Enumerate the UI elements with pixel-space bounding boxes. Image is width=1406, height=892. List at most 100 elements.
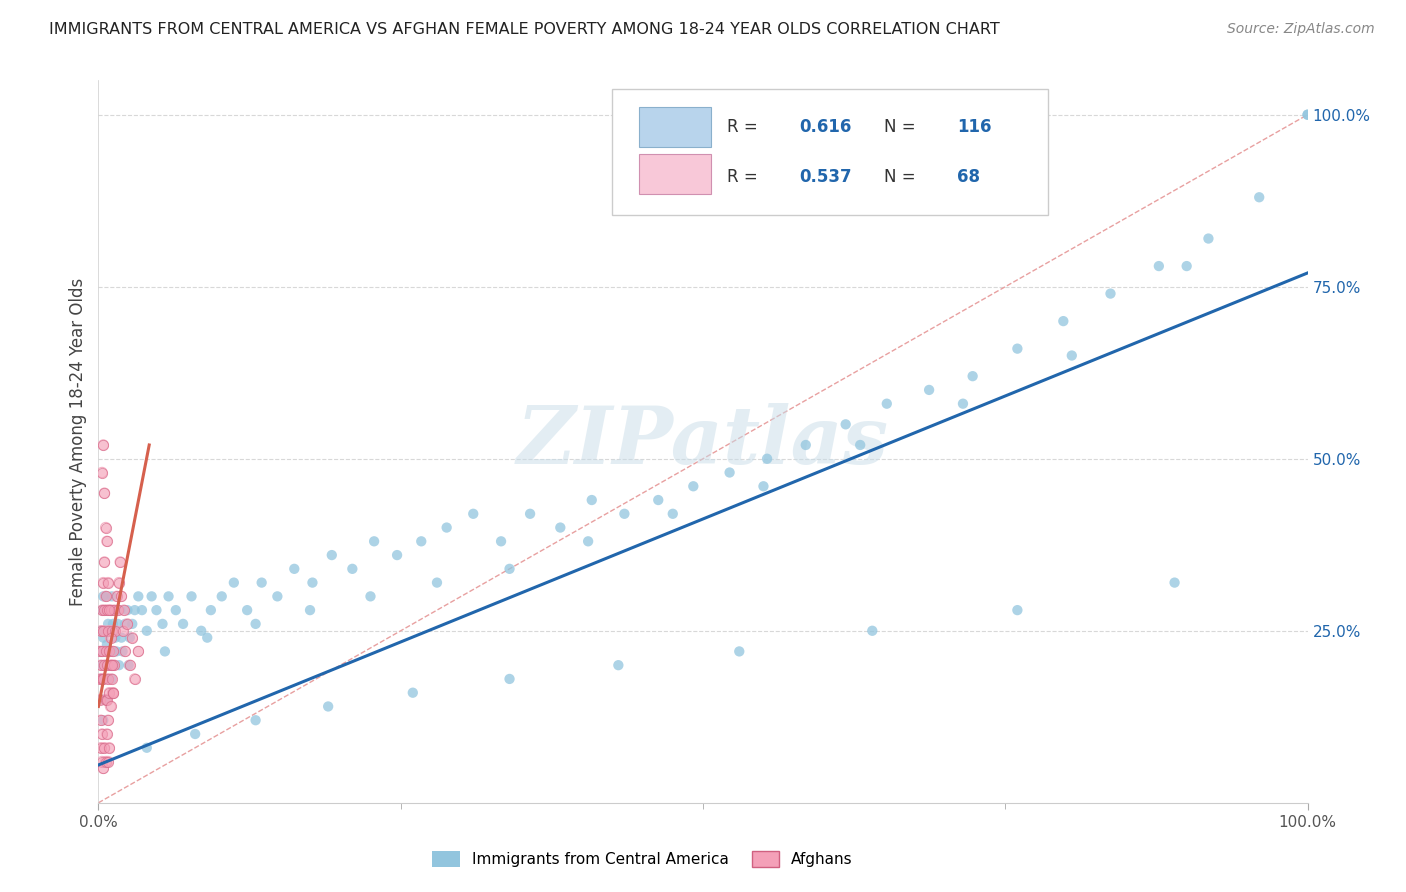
Point (96, 692, 118, 706)
Point (91, 727, 114, 741)
Point (860, 624, 883, 638)
Point (127, 644, 149, 658)
Text: R =: R = (727, 118, 763, 136)
Point (89, 644, 111, 658)
Point (157, 590, 180, 604)
Point (93, 603, 115, 617)
Text: 116: 116 (957, 118, 991, 136)
Point (96, 727, 118, 741)
Point (118, 658, 141, 673)
Point (718, 466, 741, 480)
Point (849, 438, 872, 452)
Point (121, 631, 143, 645)
Point (93, 740, 115, 755)
Point (100, 672, 122, 686)
Point (101, 686, 124, 700)
Point (110, 590, 132, 604)
Point (91, 603, 114, 617)
Point (91, 603, 114, 617)
Point (91, 644, 114, 658)
Point (756, 451, 779, 466)
Point (91, 672, 114, 686)
Point (117, 603, 139, 617)
Point (103, 603, 125, 617)
Point (184, 727, 207, 741)
Point (91, 761, 114, 775)
Point (1099, 286, 1122, 301)
Point (1007, 342, 1029, 356)
Text: 0.616: 0.616 (800, 118, 852, 136)
Point (93, 740, 115, 755)
Point (794, 438, 817, 452)
Point (100, 603, 122, 617)
Point (172, 616, 194, 631)
Point (180, 590, 202, 604)
Point (103, 658, 125, 673)
Point (1147, 259, 1170, 273)
Point (90, 740, 112, 755)
Point (647, 493, 669, 508)
Point (93, 658, 115, 673)
Point (266, 590, 288, 604)
Point (90, 672, 112, 686)
Point (141, 590, 163, 604)
Text: 0.537: 0.537 (800, 168, 852, 186)
Point (101, 644, 124, 658)
Point (100, 631, 122, 645)
Point (127, 590, 149, 604)
Point (98, 603, 121, 617)
Point (100, 631, 122, 645)
Point (93, 624, 115, 638)
Point (385, 548, 408, 562)
Point (97, 575, 120, 590)
FancyBboxPatch shape (638, 154, 711, 194)
Point (426, 575, 449, 590)
Point (100, 624, 122, 638)
Point (299, 603, 322, 617)
Point (152, 616, 174, 631)
Point (89, 644, 111, 658)
Point (98, 644, 121, 658)
Point (98, 740, 121, 755)
Point (607, 658, 630, 673)
Point (1296, 108, 1319, 122)
Point (101, 644, 124, 658)
Point (190, 624, 212, 638)
Point (91, 466, 114, 480)
Point (112, 603, 135, 617)
Point (1060, 349, 1083, 363)
Point (91, 644, 114, 658)
Point (114, 616, 136, 631)
Point (94, 755, 117, 769)
Point (124, 672, 146, 686)
Point (97, 672, 120, 686)
Point (661, 507, 683, 521)
Point (98, 658, 121, 673)
Point (98, 686, 121, 700)
Point (94, 644, 117, 658)
Text: IMMIGRANTS FROM CENTRAL AMERICA VS AFGHAN FEMALE POVERTY AMONG 18-24 YEAR OLDS C: IMMIGRANTS FROM CENTRAL AMERICA VS AFGHA… (49, 22, 1000, 37)
Point (91, 624, 114, 638)
Point (93, 486, 115, 500)
Point (91, 672, 114, 686)
Point (91, 631, 114, 645)
Point (98, 740, 121, 755)
Point (118, 658, 141, 673)
Text: ZIPatlas: ZIPatlas (517, 403, 889, 480)
Point (91, 658, 114, 673)
Point (108, 575, 131, 590)
Point (876, 397, 898, 411)
Point (245, 616, 267, 631)
Point (96, 638, 118, 652)
Point (93, 603, 115, 617)
Point (1197, 231, 1219, 245)
Point (90, 740, 112, 755)
Point (97, 713, 120, 727)
Point (145, 603, 167, 617)
Point (1052, 314, 1074, 328)
Point (97, 575, 120, 590)
Point (91, 692, 114, 706)
Point (1296, 108, 1319, 122)
Point (93, 555, 115, 569)
Point (97, 713, 120, 727)
